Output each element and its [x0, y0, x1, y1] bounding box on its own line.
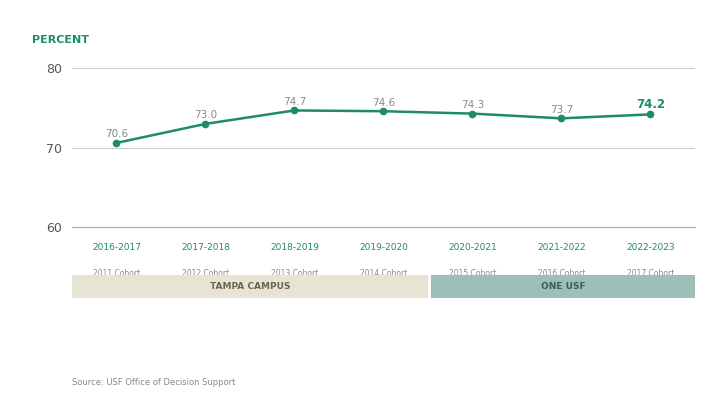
- Text: 2011 Cohort: 2011 Cohort: [93, 269, 140, 278]
- Text: Source: USF Office of Decision Support: Source: USF Office of Decision Support: [72, 378, 235, 387]
- Text: 73.0: 73.0: [194, 110, 217, 120]
- Text: 70.6: 70.6: [105, 129, 128, 139]
- Text: 2013 Cohort: 2013 Cohort: [271, 269, 318, 278]
- Text: 2021-2022: 2021-2022: [537, 243, 585, 252]
- Text: 2016-2017: 2016-2017: [92, 243, 141, 252]
- Text: ONE USF: ONE USF: [541, 282, 585, 291]
- Text: 74.7: 74.7: [283, 97, 306, 107]
- Text: 2017-2018: 2017-2018: [181, 243, 230, 252]
- Text: 2015 Cohort: 2015 Cohort: [449, 269, 496, 278]
- Text: TAMPA CAMPUS: TAMPA CAMPUS: [210, 282, 290, 291]
- Text: 74.2: 74.2: [636, 98, 665, 111]
- Text: 2014 Cohort: 2014 Cohort: [360, 269, 407, 278]
- Text: 2019-2020: 2019-2020: [359, 243, 408, 252]
- Text: 74.3: 74.3: [461, 100, 484, 110]
- Text: 74.6: 74.6: [372, 98, 395, 108]
- Text: 2018-2019: 2018-2019: [270, 243, 319, 252]
- Text: 73.7: 73.7: [549, 105, 573, 115]
- Text: 2020-2021: 2020-2021: [448, 243, 497, 252]
- Text: 2017 Cohort: 2017 Cohort: [626, 269, 674, 278]
- Text: 2016 Cohort: 2016 Cohort: [538, 269, 585, 278]
- Text: 2012 Cohort: 2012 Cohort: [182, 269, 229, 278]
- Text: PERCENT: PERCENT: [32, 35, 89, 45]
- Text: 2022-2023: 2022-2023: [626, 243, 675, 252]
